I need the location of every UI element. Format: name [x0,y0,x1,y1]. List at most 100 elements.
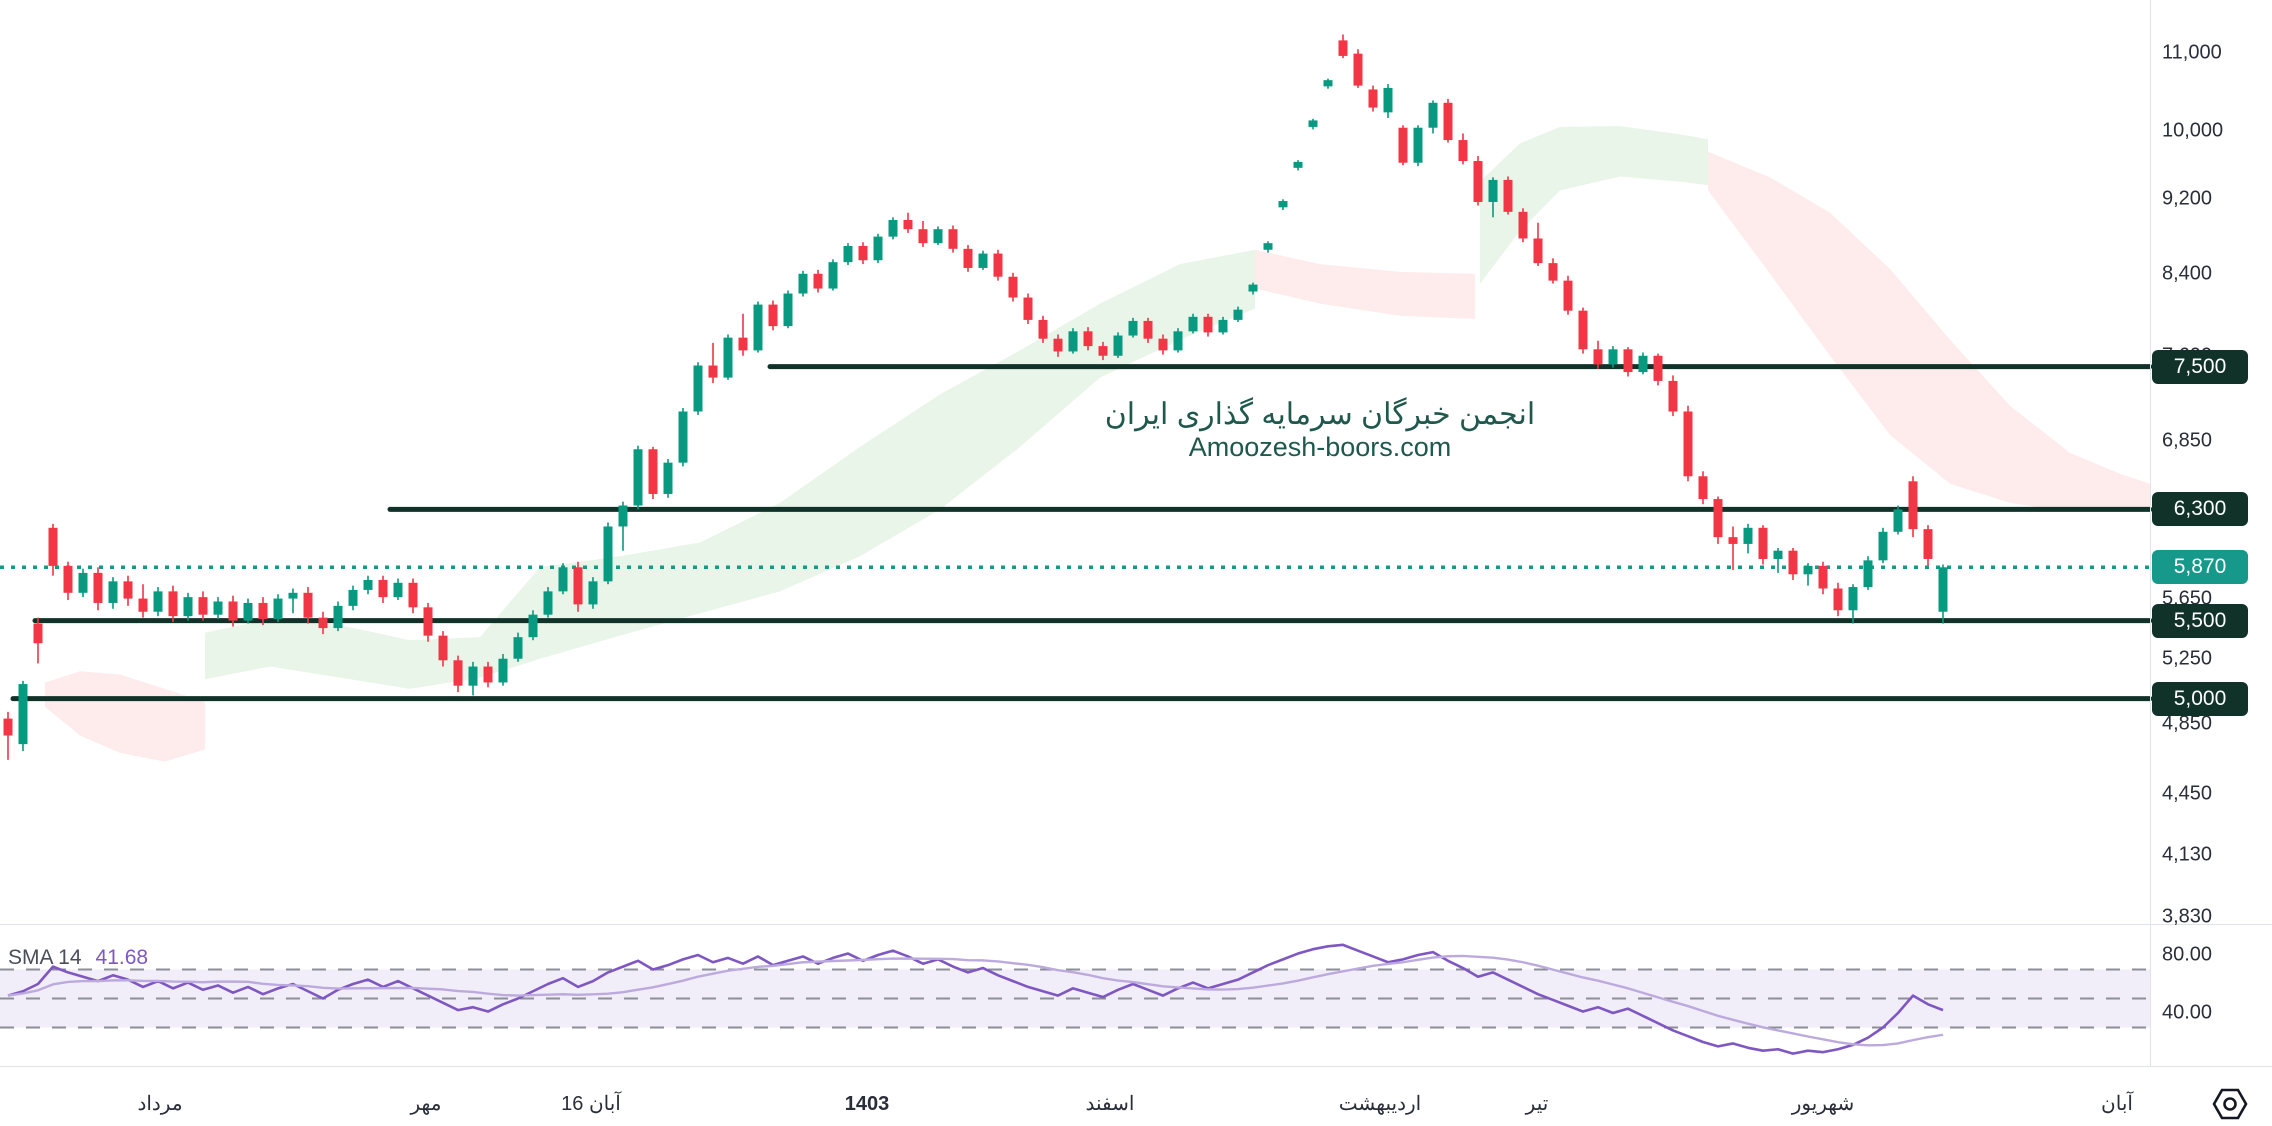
price-axis-separator [2150,0,2151,1066]
candle-body [1398,127,1408,163]
time-tick-label: مرداد [137,1093,183,1115]
candle-body [1818,565,1828,589]
indicator-value: 41.68 [95,946,149,969]
candle-body [1128,320,1138,336]
candle-body [393,582,403,598]
candle-body [1173,331,1183,351]
price-tick-label: 4,450 [2162,782,2213,805]
rsi-sma-line [7,954,1944,1047]
candle-body [348,589,358,606]
ichimoku-cloud-green [1480,126,1708,284]
candle-body [1833,588,1843,611]
candle-body [1008,276,1018,298]
candle-body [48,527,58,566]
candle-body [1668,380,1678,412]
candle-body [1083,331,1093,347]
candle-body [903,220,913,230]
time-tick-label: آبان [2101,1093,2133,1115]
candle-body [933,229,943,244]
candle-body [1518,211,1528,239]
candle-body [498,658,508,683]
candle-body [798,273,808,294]
candle-body [333,605,343,629]
candle-body [1863,560,1873,588]
candle-body [1353,53,1363,86]
time-tick-label: شهریور [1791,1093,1855,1115]
candle-body [1473,161,1483,202]
candle-body [1383,87,1393,113]
candle-body [453,660,463,686]
candle-body [978,253,988,268]
candle-body [948,229,958,249]
hexagon-eye-icon[interactable] [2210,1086,2250,1122]
candle-body [423,607,433,636]
candle-body [303,592,313,618]
rsi-line [7,943,1944,1055]
candle-body [993,253,1003,277]
candle-body [603,526,613,582]
candle-body [363,579,373,590]
candle-body [1308,120,1318,127]
time-tick-label: 16 آبان [561,1093,621,1115]
candle-body [288,592,298,599]
candle-body [738,337,748,351]
candle-body [1368,89,1378,108]
candle-body [483,666,493,683]
candle-body [618,505,628,527]
candle-body [33,623,43,644]
candle-body [408,582,418,608]
candle-body [258,602,268,620]
candle-body [1323,80,1333,87]
candle-body [1263,243,1273,250]
candle-body [1443,102,1453,141]
candle-body [1428,102,1438,128]
candle-body [273,598,283,620]
candle-body [153,591,163,612]
candle-body [813,273,823,289]
time-tick-label: اسفند [1085,1093,1135,1115]
price-tick-label: 5,650 [2162,587,2213,610]
candle-body [1053,338,1063,352]
candle-body [648,449,658,494]
price-tick-label: 8,400 [2162,262,2213,285]
candle-body [438,635,448,661]
candle-body [1143,320,1153,339]
price-tick-label: 5,250 [2162,647,2213,670]
candle-body [1893,509,1903,532]
rsi-tick-label: 80.00 [2162,943,2213,966]
candle-body [1548,263,1558,281]
pane-separator[interactable] [0,924,2272,925]
candle-body [1638,355,1648,373]
candle-body [1248,284,1258,292]
candle-body [318,617,328,629]
candle-body [1698,476,1708,500]
candle-body [1938,567,1948,612]
candle-body [1623,349,1633,373]
current-price-badge: 5,870 [2152,550,2248,585]
candle-body [78,572,88,593]
candle-body [1578,310,1588,350]
price-level-badge: 6,300 [2152,492,2248,527]
candle-body [198,597,208,615]
time-tick-label: تیر [1525,1093,1549,1115]
candle-body [1848,587,1858,611]
time-tick-label: 1403 [844,1093,890,1115]
candle-body [633,449,643,506]
candle-body [1458,140,1468,162]
price-tick-label: 4,130 [2162,843,2213,866]
candle-body [723,337,733,378]
price-tick-label: 4,850 [2162,712,2213,735]
candle-body [753,304,763,351]
candle-body [1803,565,1813,575]
candle-body [1413,127,1423,163]
price-level-badge: 5,000 [2152,681,2248,716]
candle-body [1338,40,1348,56]
candle-body [1878,531,1888,561]
candle-body [1533,238,1543,264]
price-tick-label: 6,850 [2162,429,2213,452]
candle-body [1203,316,1213,333]
candle-body [18,684,28,745]
candle-body [228,601,238,621]
